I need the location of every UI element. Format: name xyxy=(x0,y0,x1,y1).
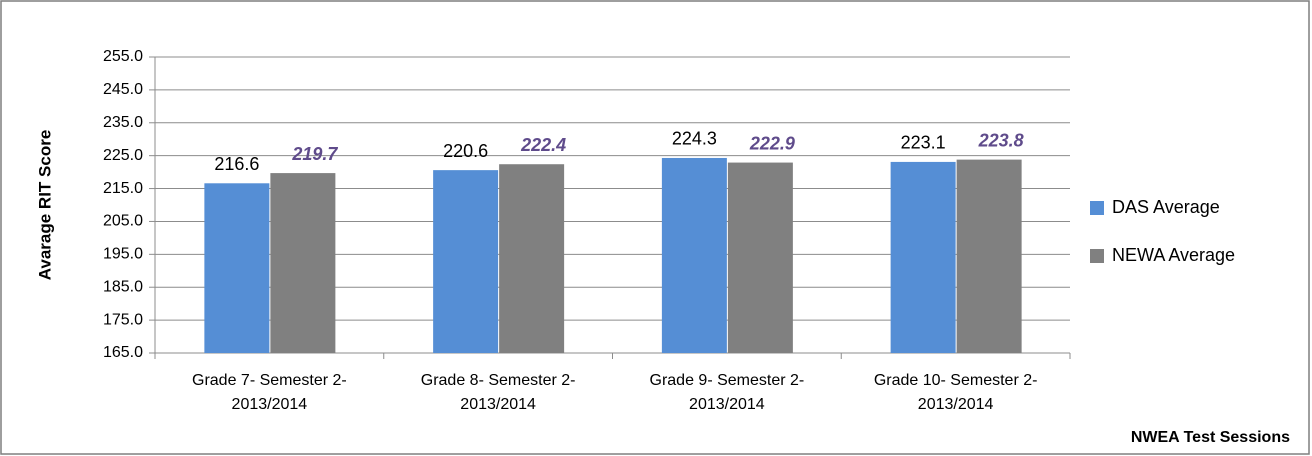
bar xyxy=(956,159,1022,353)
bar xyxy=(270,173,336,353)
y-tick-label: 235.0 xyxy=(103,114,143,131)
x-tick-label: Grade 9- Semester 2- 2013/2014 xyxy=(649,372,805,413)
legend-label: NEWA Average xyxy=(1112,245,1235,265)
data-label: 223.8 xyxy=(978,130,1024,150)
y-tick-label: 245.0 xyxy=(103,81,143,98)
data-label: 220.6 xyxy=(443,141,488,161)
data-label: 219.7 xyxy=(291,144,338,164)
x-tick-label: Grade 10- Semester 2- 2013/2014 xyxy=(873,372,1038,413)
bar xyxy=(890,161,956,353)
x-tick-label: Grade 7- Semester 2- 2013/2014 xyxy=(192,372,347,413)
bar xyxy=(204,183,270,353)
y-tick-label: 205.0 xyxy=(103,213,143,230)
x-axis-title: NWEA Test Sessions xyxy=(1131,429,1290,446)
x-tick-label: Grade 8- Semester 2- 2013/2014 xyxy=(420,372,576,413)
y-tick-label: 215.0 xyxy=(103,180,143,197)
y-tick-label: 195.0 xyxy=(103,246,143,263)
bar xyxy=(661,157,727,353)
y-axis-title: Avarage RIT Score xyxy=(35,130,54,281)
legend-swatch xyxy=(1090,201,1104,215)
legend-label: DAS Average xyxy=(1112,197,1220,217)
legend-swatch xyxy=(1090,249,1104,263)
y-tick-label: 185.0 xyxy=(103,278,143,295)
data-label: 222.4 xyxy=(520,135,566,155)
bar xyxy=(727,162,793,353)
y-tick-label: 225.0 xyxy=(103,147,143,164)
y-tick-label: 175.0 xyxy=(103,311,143,328)
data-label: 224.3 xyxy=(672,129,717,149)
data-label: 223.1 xyxy=(901,133,946,153)
data-label: 222.9 xyxy=(749,133,795,153)
bar xyxy=(499,164,565,353)
data-label: 216.6 xyxy=(214,154,259,174)
y-tick-label: 165.0 xyxy=(103,344,143,361)
bar xyxy=(433,170,499,353)
y-tick-label: 255.0 xyxy=(103,48,143,65)
